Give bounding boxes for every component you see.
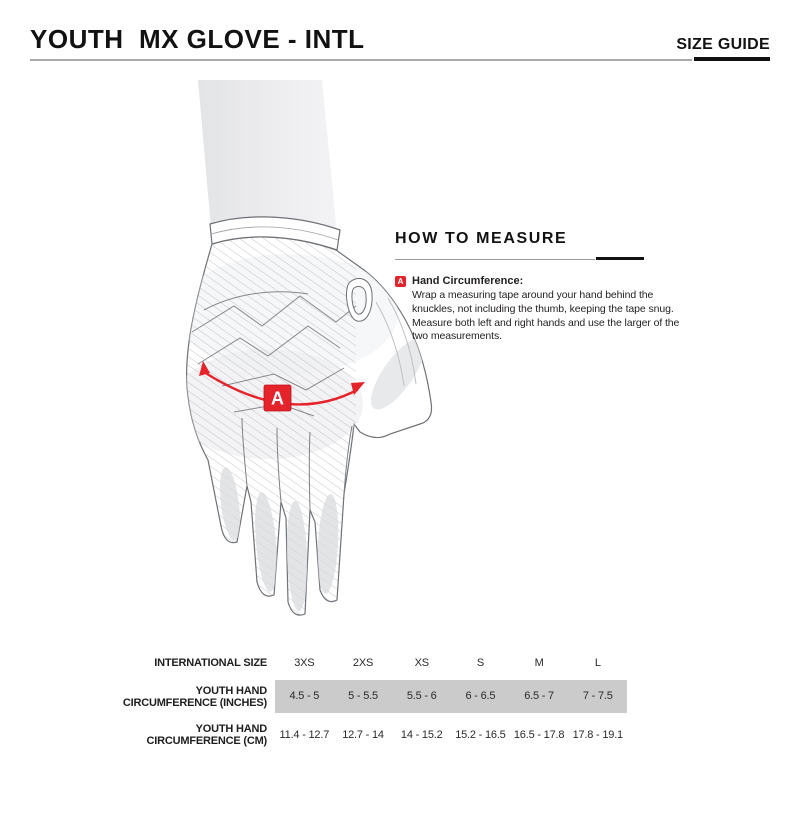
international-size-label: INTERNATIONAL SIZE [154, 657, 267, 669]
row-label-line: YOUTH HAND [195, 684, 268, 697]
value-cell: 7 - 7.5 [568, 680, 628, 713]
cuff [209, 216, 341, 251]
inches-row-label: YOUTH HAND CIRCUMFERENCE (INCHES) [30, 685, 275, 709]
pull-tab [346, 278, 373, 322]
measurement-marker-a: A [263, 384, 292, 412]
value-cell: 17.8 - 19.1 [572, 729, 624, 741]
size-guide-label: SIZE GUIDE [676, 36, 770, 53]
row-label-line: CIRCUMFERENCE (INCHES) [122, 696, 267, 709]
hand-circumference-item: A Hand Circumference: Wrap a measuring t… [395, 275, 685, 344]
size-cell: S [476, 657, 484, 669]
size-cell: 2XS [352, 657, 374, 669]
row-label-line: CIRCUMFERENCE (CM) [146, 735, 268, 747]
table-row: YOUTH HAND CIRCUMFERENCE (CM) 11.4 - 12.… [30, 720, 640, 750]
thumb-contours [375, 297, 417, 387]
header-divider-accent [694, 57, 770, 61]
size-table: INTERNATIONAL SIZE 3XS 2XS XS S M L YOUT… [30, 650, 640, 750]
value-cell: 4.5 - 5 [275, 680, 334, 713]
finger-separations [241, 417, 353, 511]
how-to-measure-divider [395, 257, 685, 261]
value-cell: 5.5 - 6 [392, 680, 452, 713]
how-to-measure-section: HOW TO MEASURE A Hand Circumference: Wra… [395, 230, 685, 344]
value-cell: 14 - 15.2 [400, 729, 443, 741]
row-label-line: YOUTH HAND [195, 723, 268, 735]
forearm [198, 80, 337, 234]
marker-a-letter: A [271, 389, 284, 409]
size-cell: M [534, 657, 544, 669]
marker-a-badge: A [395, 276, 406, 287]
hand-circumference-title: Hand Circumference: [412, 275, 524, 287]
value-cell: 15.2 - 16.5 [455, 729, 506, 741]
header-divider [30, 59, 692, 61]
value-cell: 12.7 - 14 [342, 729, 384, 741]
value-cell: 11.4 - 12.7 [279, 729, 330, 741]
hand-circumference-body: Wrap a measuring tape around your hand b… [412, 289, 680, 343]
size-cell: L [594, 657, 601, 669]
page-title: YOUTH MX GLOVE - INTL [30, 24, 365, 54]
value-cell: 16.5 - 17.8 [513, 729, 565, 741]
size-cell: XS [414, 657, 429, 669]
how-to-measure-heading: HOW TO MEASURE [395, 230, 568, 247]
value-cell: 5 - 5.5 [333, 680, 393, 713]
glove-illustration: A [185, 80, 433, 616]
table-row: INTERNATIONAL SIZE 3XS 2XS XS S M L [30, 650, 640, 676]
table-row: YOUTH HAND CIRCUMFERENCE (INCHES) 4.5 - … [30, 680, 640, 713]
value-cell: 6 - 6.5 [451, 680, 510, 713]
finger-shading [219, 338, 426, 611]
cm-row-label: YOUTH HAND CIRCUMFERENCE (CM) [30, 723, 275, 747]
value-cell: 6.5 - 7 [509, 680, 569, 713]
size-cell: 3XS [294, 657, 315, 669]
